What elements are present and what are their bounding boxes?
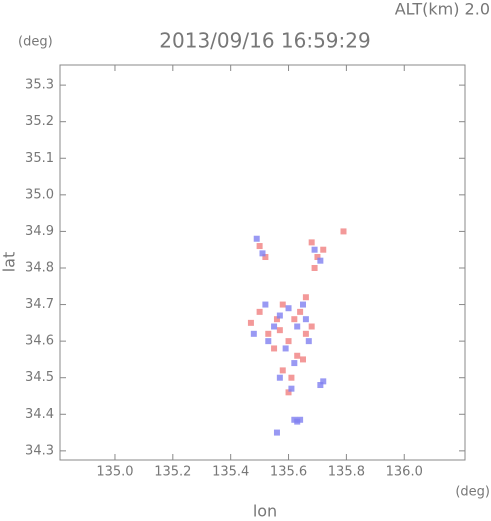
- echo-point: [300, 356, 306, 363]
- echo-point: [256, 308, 263, 315]
- echo-point: [256, 243, 263, 250]
- y-tick-label: 34.7: [25, 297, 54, 312]
- chart-title: 2013/09/16 16:59:29: [159, 29, 370, 53]
- echo-point: [250, 330, 257, 337]
- echo-point: [314, 254, 321, 261]
- echo-point: [259, 250, 266, 257]
- echo-point: [285, 305, 292, 312]
- echo-point: [320, 378, 327, 385]
- echo-point: [285, 389, 292, 396]
- y-tick-label: 34.5: [25, 370, 54, 385]
- echo-point: [276, 374, 283, 381]
- echo-point: [265, 330, 272, 337]
- echo-point: [311, 264, 318, 271]
- echo-point: [262, 301, 269, 308]
- x-unit: (deg): [455, 485, 490, 500]
- echo-point: [279, 367, 286, 374]
- echo-point: [305, 338, 312, 345]
- y-tick-label: 35.1: [25, 151, 54, 166]
- echo-point: [320, 246, 327, 253]
- echo-point: [253, 235, 260, 242]
- echo-point: [276, 327, 283, 334]
- echo-point: [271, 323, 278, 330]
- echo-point: [317, 382, 324, 389]
- echo-point: [294, 352, 301, 359]
- echo-point: [300, 301, 306, 308]
- echo-point: [302, 294, 309, 301]
- x-tick-label: 135.0: [96, 465, 133, 480]
- echo-point: [247, 319, 254, 326]
- y-tick-label: 34.9: [25, 224, 54, 239]
- echo-point: [297, 416, 304, 423]
- x-tick-label: 135.4: [212, 465, 249, 480]
- x-tick-label: 136.0: [386, 465, 423, 480]
- y-tick-label: 34.4: [25, 407, 54, 422]
- y-tick-label: 34.8: [25, 260, 54, 275]
- y-tick-label: 34.3: [25, 443, 54, 458]
- y-tick-label: 35.3: [25, 78, 54, 93]
- echo-point: [302, 330, 309, 337]
- x-label: lon: [253, 502, 277, 521]
- echo-point: [271, 345, 278, 352]
- echo-point: [294, 323, 301, 330]
- echo-point: [291, 316, 298, 323]
- echo-point: [340, 228, 347, 235]
- echo-point: [273, 429, 280, 436]
- echo-point: [265, 338, 272, 345]
- echo-point: [302, 316, 309, 323]
- echo-point: [288, 385, 295, 392]
- echo-point: [276, 312, 283, 319]
- x-tick-label: 135.2: [154, 465, 191, 480]
- echo-point: [291, 360, 298, 367]
- y-tick-label: 34.6: [25, 334, 54, 349]
- echo-point: [285, 338, 292, 345]
- plot-frame: [59, 64, 466, 461]
- echo-point: [297, 308, 304, 315]
- echo-point: [262, 254, 269, 261]
- x-tick-label: 135.8: [328, 465, 365, 480]
- echo-point: [308, 323, 315, 330]
- y-tick-label: 35.2: [25, 114, 54, 129]
- altitude: ALT(km) 2.0: [395, 0, 490, 19]
- y-unit: (deg): [18, 35, 53, 50]
- echo-point: [282, 345, 289, 352]
- y-tick-label: 35.0: [25, 187, 54, 202]
- echo-point: [288, 374, 295, 381]
- echo-point: [308, 239, 315, 246]
- echo-point: [317, 257, 324, 264]
- echo-point: [311, 246, 318, 253]
- x-tick-label: 135.6: [270, 465, 307, 480]
- y-label: lat: [0, 252, 19, 273]
- echo-point: [279, 301, 286, 308]
- echo-point: [273, 316, 280, 323]
